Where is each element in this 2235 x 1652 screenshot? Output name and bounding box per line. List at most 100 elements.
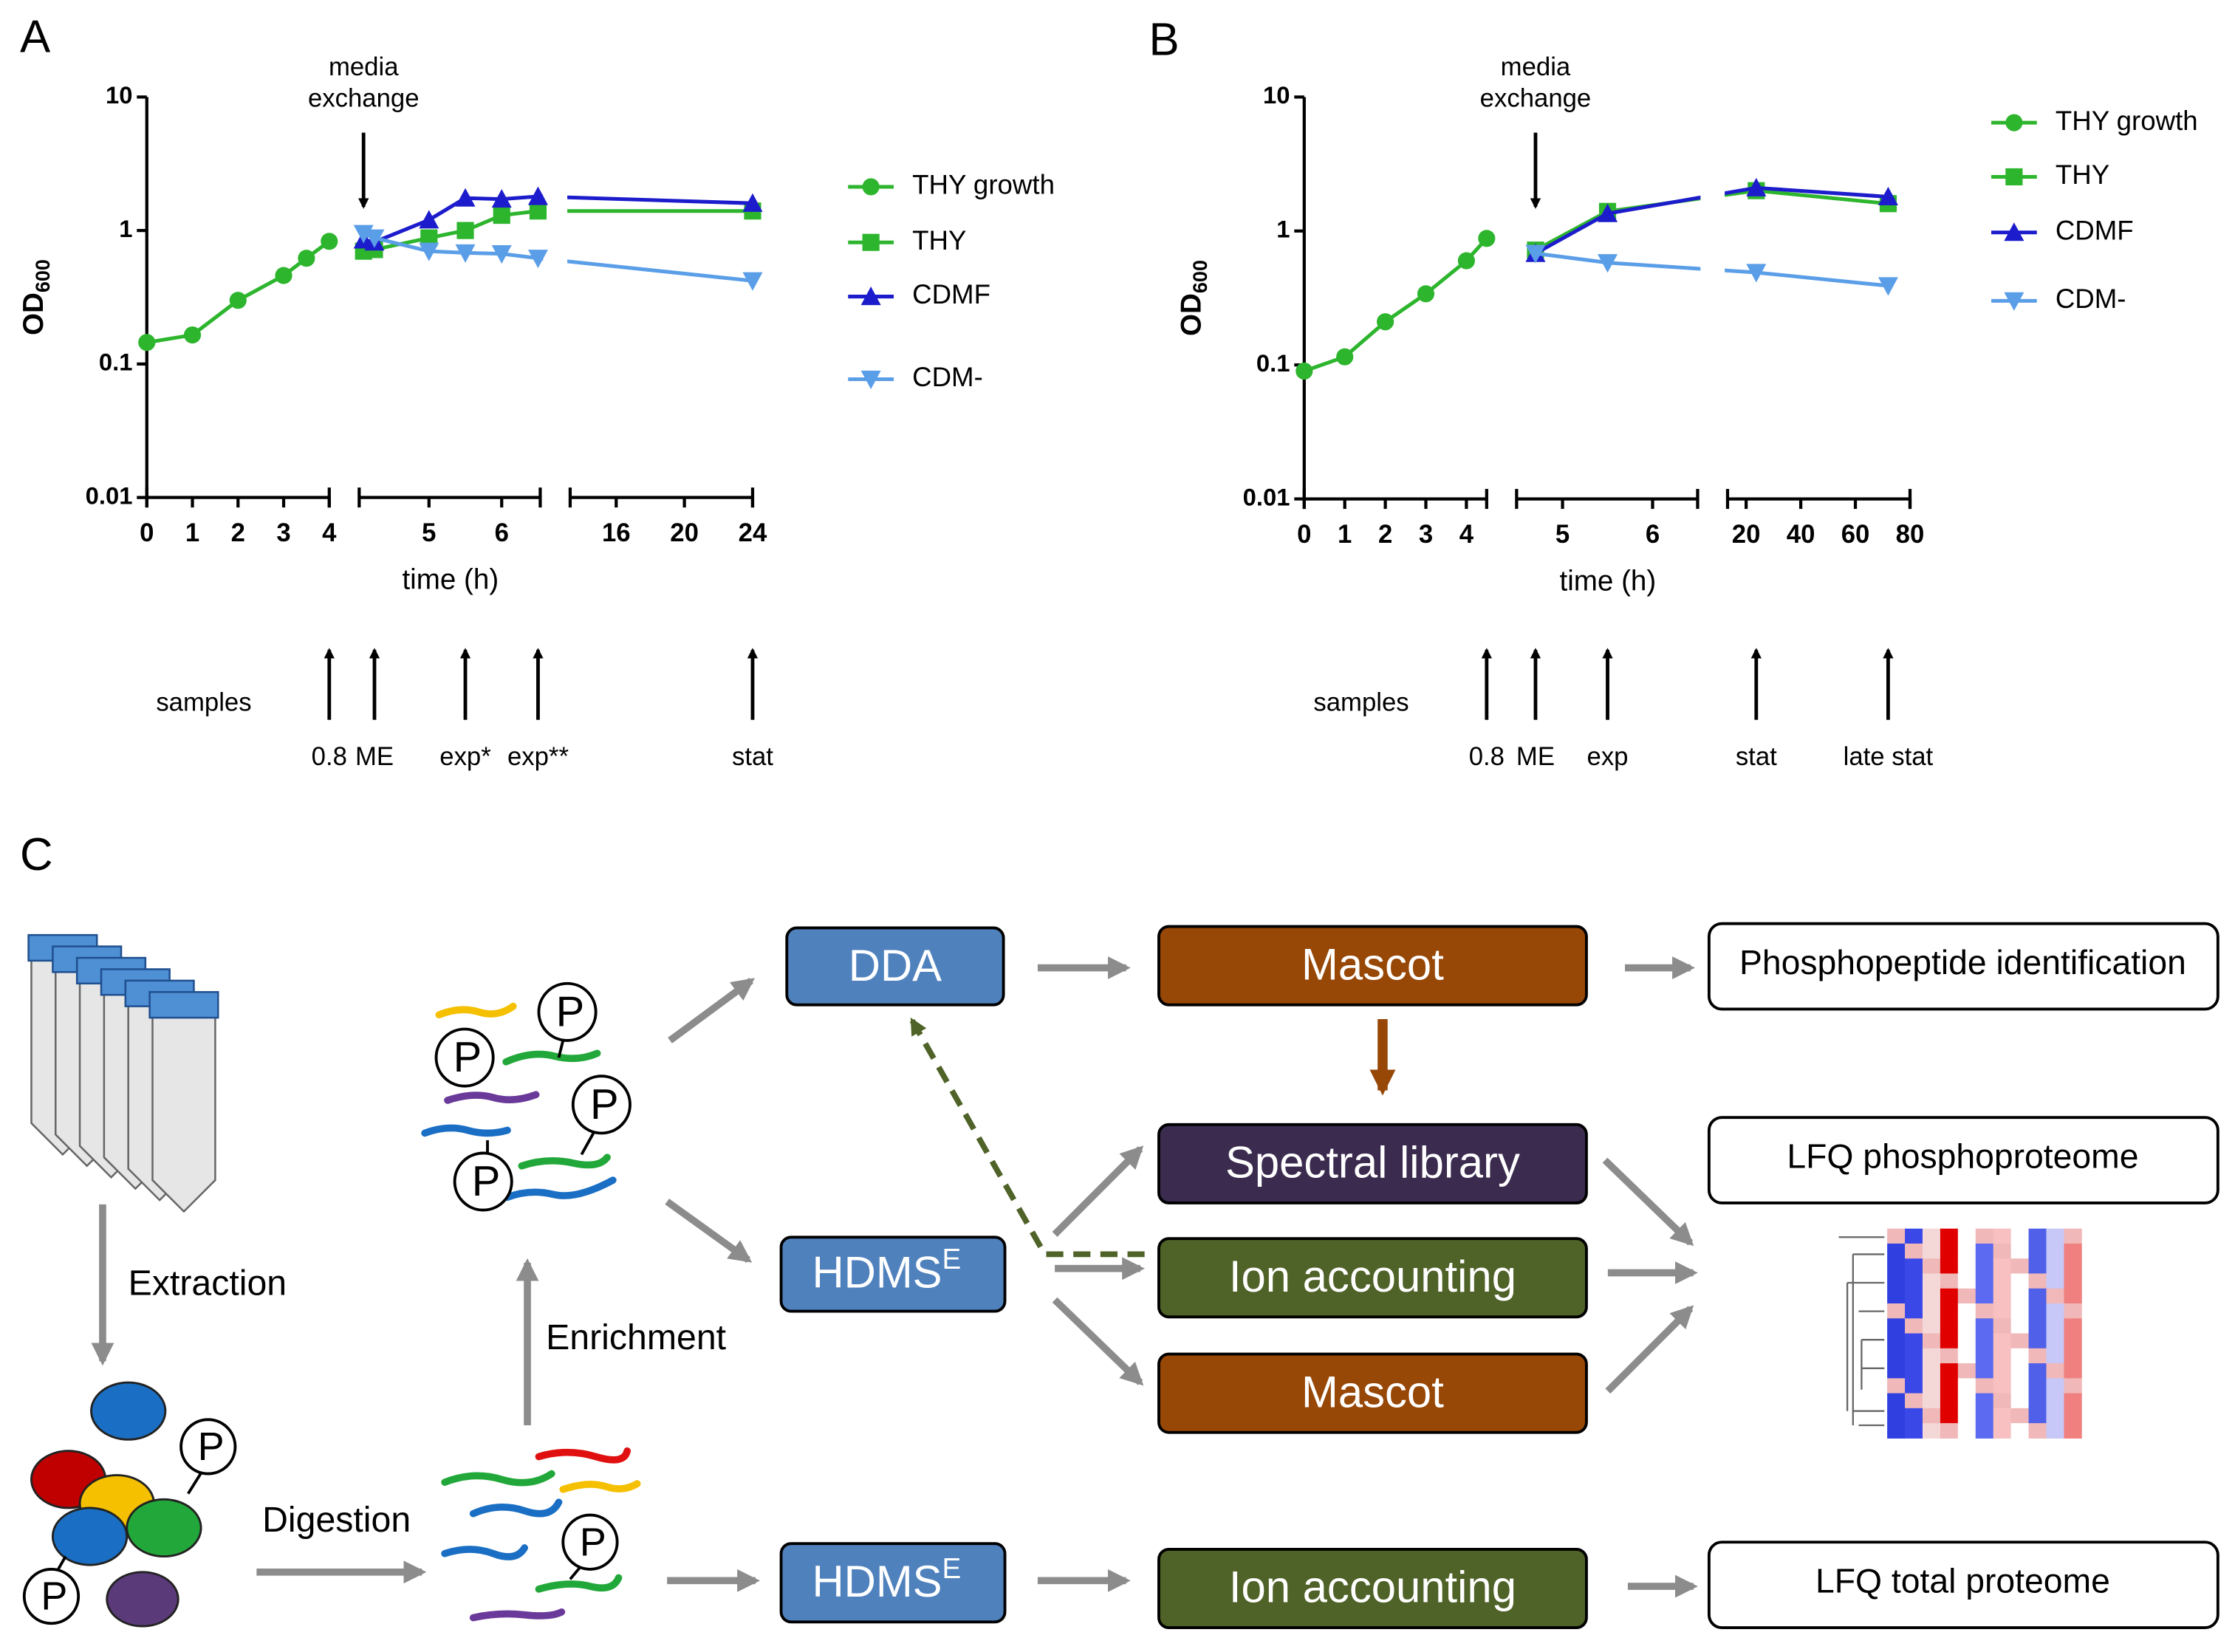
heatmap-cell [1887, 1273, 1906, 1289]
heatmap-cell [1940, 1243, 1959, 1259]
annotation: media [1501, 53, 1571, 81]
heatmap-cell [1905, 1348, 1923, 1364]
heatmap-cell [2028, 1333, 2047, 1349]
heatmap-cell [1993, 1273, 2012, 1289]
heatmap-cell [2010, 1318, 2029, 1334]
legend-marker [862, 178, 880, 196]
phosphopeptides [421, 1002, 617, 1202]
point [1417, 285, 1435, 303]
x-tick-label: 1 [185, 519, 199, 547]
point [1878, 277, 1898, 296]
peptides [441, 1447, 641, 1622]
heatmap-cell [1975, 1348, 1994, 1364]
heatmap-cell [1940, 1228, 1959, 1244]
heatmap-cell [2046, 1243, 2064, 1259]
point [1878, 186, 1898, 206]
sample-label: stat [732, 743, 773, 771]
samples-label: samples [1313, 689, 1409, 717]
heatmap-cell [1922, 1228, 1941, 1244]
heatmap-cell [2046, 1393, 2064, 1409]
box-label: Spectral library [1225, 1138, 1520, 1187]
y-tick-label: 1 [1276, 215, 1290, 242]
sample-label: 0.8 [312, 743, 347, 771]
heatmap-cell [1887, 1423, 1906, 1439]
heatmap-cell [1905, 1393, 1923, 1409]
heatmap-cell [1993, 1243, 2012, 1259]
sample-label: exp [1587, 743, 1629, 771]
point [298, 250, 315, 267]
processing-box: Mascot [1157, 1352, 1588, 1434]
y-tick-label: 1 [119, 215, 132, 242]
heatmap-cell [1975, 1408, 1994, 1424]
heatmap-cell [1957, 1228, 1976, 1244]
heatmap-cell [2064, 1423, 2082, 1439]
heatmap-cell [2046, 1288, 2064, 1304]
heatmap-cell [2046, 1423, 2064, 1439]
heatmap-cell [1905, 1333, 1923, 1349]
x-tick-label: 6 [1646, 521, 1660, 549]
point [455, 244, 476, 263]
heatmap-cell [1922, 1348, 1941, 1364]
heatmap-cell [1922, 1393, 1941, 1409]
box-label: HDMSE [812, 1244, 961, 1297]
heatmap-cell [2028, 1408, 2047, 1424]
x-tick-label: 3 [276, 519, 290, 547]
heatmap-cell [1993, 1393, 2012, 1409]
point [456, 222, 474, 239]
point [138, 334, 156, 352]
point [1478, 230, 1496, 247]
heatmap-cell [2064, 1363, 2082, 1379]
arrow [1052, 1297, 1144, 1386]
series-line [1535, 251, 1889, 288]
heatmap-cell [1957, 1333, 1976, 1349]
heatmap-cell [2028, 1303, 2047, 1319]
heatmap-cell [1975, 1393, 1994, 1409]
heatmap-cell [1905, 1243, 1923, 1259]
box-label: Ion accounting [1229, 1252, 1516, 1301]
legend-label: CDMF [2056, 215, 2134, 245]
point [1746, 177, 1767, 196]
heatmap-cell [2010, 1258, 2029, 1275]
workflow-diagram: Extraction P P Digestion P [22, 922, 2219, 1629]
x-axis-label: time (h) [402, 564, 499, 596]
heatmap-cell [1957, 1318, 1976, 1334]
protein-blobs: P P [22, 1381, 237, 1628]
sample-label: ME [355, 743, 394, 771]
heatmap-cell [1993, 1318, 2012, 1334]
x-tick-label: 2 [231, 519, 245, 547]
phospho-group [561, 1513, 619, 1571]
heatmap-cell [2064, 1288, 2082, 1304]
heatmap-cell [2064, 1228, 2082, 1244]
box-label: LFQ total proteome [1815, 1561, 2110, 1600]
heatmap-cell [1940, 1258, 1959, 1275]
heatmap-cell [2010, 1363, 2029, 1379]
heatmap-cell [2028, 1348, 2047, 1364]
heatmap-cell [1975, 1318, 1994, 1334]
x-tick-label: 0 [1297, 521, 1311, 549]
x-axis-label: time (h) [1559, 566, 1656, 597]
heatmap-cell [1887, 1288, 1906, 1304]
heatmap-cell [2046, 1228, 2064, 1244]
point [1296, 362, 1313, 380]
x-tick-label: 4 [1459, 521, 1474, 549]
heatmap-cell [1993, 1303, 2012, 1319]
label-sup: E [942, 1553, 962, 1585]
arrow [665, 1199, 753, 1264]
heatmap-cell [1957, 1273, 1976, 1289]
x-tick-label: 5 [422, 519, 436, 547]
feedback-arrow [909, 1017, 1145, 1258]
panel-label: C [20, 829, 53, 880]
point [493, 206, 510, 225]
heatmap-cell [2064, 1243, 2082, 1259]
heatmap-cell [2028, 1243, 2047, 1259]
heatmap-cell [1905, 1318, 1923, 1334]
heatmap-cell [1922, 1303, 1941, 1319]
point [455, 188, 476, 207]
heatmap-cell [1922, 1378, 1941, 1394]
heatmap-cell [1993, 1288, 2012, 1304]
legend-marker [860, 287, 881, 306]
legend-marker [862, 233, 880, 251]
heatmap-cell [2010, 1243, 2029, 1259]
heatmap-cell [1922, 1333, 1941, 1349]
